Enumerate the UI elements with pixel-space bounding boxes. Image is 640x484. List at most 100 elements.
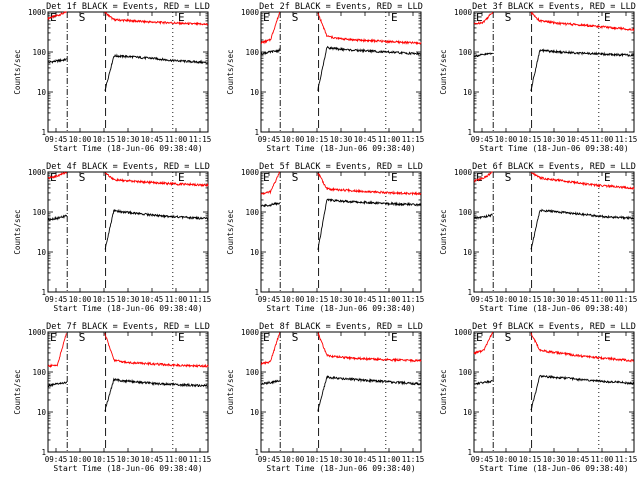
- event-marker-label: S: [79, 11, 86, 24]
- y-axis-label: Counts/sec: [226, 49, 235, 94]
- y-tick-label: 1: [254, 128, 259, 137]
- x-tick-label: 10:30: [543, 135, 566, 144]
- x-tick-label: 11:00: [591, 135, 614, 144]
- x-tick-label: 11:00: [591, 455, 614, 464]
- x-tick-label: 10:00: [495, 135, 518, 144]
- x-tick-label: 11:15: [189, 295, 212, 304]
- y-tick-label: 10: [463, 88, 473, 97]
- x-axis-label: Start Time (18-Jun-06 09:38:40): [479, 144, 628, 153]
- x-tick-label: 11:15: [615, 295, 638, 304]
- x-axis-label: Start Time (18-Jun-06 09:38:40): [266, 464, 415, 473]
- x-tick-label: 11:00: [378, 455, 401, 464]
- x-tick-label: 10:30: [117, 295, 140, 304]
- event-marker-label: S: [79, 331, 86, 344]
- y-axis-label: Counts/sec: [439, 369, 448, 414]
- x-tick-label: 10:00: [495, 295, 518, 304]
- event-marker-label: E: [391, 11, 398, 24]
- x-tick-label: 10:30: [543, 295, 566, 304]
- x-tick-label: 10:15: [306, 135, 329, 144]
- x-tick-label: 10:15: [519, 455, 542, 464]
- event-marker-label: E: [476, 11, 483, 24]
- panel-title: Det 7f BLACK = Events, RED = LLD: [46, 322, 210, 332]
- y-tick-label: 100: [245, 208, 259, 217]
- x-tick-label: 09:45: [258, 295, 281, 304]
- x-tick-label: 11:00: [165, 135, 188, 144]
- y-tick-label: 10: [37, 88, 47, 97]
- x-tick-label: 10:45: [141, 295, 164, 304]
- event-marker-label: E: [476, 331, 483, 344]
- x-tick-label: 10:30: [117, 455, 140, 464]
- y-tick-label: 1000: [454, 328, 473, 337]
- series-line-events: [473, 374, 635, 411]
- x-tick-label: 10:45: [141, 455, 164, 464]
- panel-8: Det 8f BLACK = Events, RED = LLD 1 10 100 10…: [226, 322, 424, 473]
- y-tick-label: 100: [458, 368, 472, 377]
- x-tick-label: 11:15: [402, 295, 425, 304]
- plot-frame: [473, 11, 635, 133]
- x-tick-label: 10:00: [282, 135, 305, 144]
- series-line-lld: [260, 171, 422, 196]
- series-line-events: [473, 48, 635, 92]
- panel-9: Det 9f BLACK = Events, RED = LLD 1 10 100 10…: [439, 322, 637, 473]
- y-tick-label: 1000: [454, 8, 473, 17]
- series-line-lld: [47, 11, 208, 26]
- series-line-lld: [47, 171, 209, 188]
- x-tick-label: 10:30: [330, 455, 353, 464]
- x-tick-label: 11:00: [591, 295, 614, 304]
- x-tick-label: 11:15: [189, 455, 212, 464]
- x-tick-label: 10:30: [117, 135, 140, 144]
- x-tick-label: 10:45: [141, 135, 164, 144]
- x-tick-label: 11:00: [378, 295, 401, 304]
- panel-3: Det 3f BLACK = Events, RED = LLD 1 10 100 10…: [439, 2, 637, 153]
- x-tick-label: 09:45: [258, 135, 281, 144]
- y-tick-label: 1000: [28, 168, 47, 177]
- y-tick-label: 1: [467, 128, 472, 137]
- x-tick-label: 10:15: [519, 295, 542, 304]
- plot-frame: [260, 11, 422, 133]
- x-tick-label: 10:45: [354, 135, 377, 144]
- y-tick-label: 1000: [241, 8, 260, 17]
- panel-2: Det 2f BLACK = Events, RED = LLD 1 10 100 10…: [226, 2, 424, 153]
- x-axis-label: Start Time (18-Jun-06 09:38:40): [479, 304, 628, 313]
- y-tick-label: 10: [463, 248, 473, 257]
- series-line-events: [47, 208, 209, 250]
- series-line-events: [260, 375, 422, 412]
- x-axis-label: Start Time (18-Jun-06 09:38:40): [53, 144, 202, 153]
- series-line-events: [260, 198, 422, 250]
- y-tick-label: 1000: [241, 168, 260, 177]
- x-tick-label: 10:15: [93, 135, 116, 144]
- y-tick-label: 100: [245, 368, 259, 377]
- x-tick-label: 10:45: [567, 455, 590, 464]
- series-line-lld: [260, 332, 422, 366]
- x-tick-label: 11:15: [615, 135, 638, 144]
- y-tick-label: 100: [458, 48, 472, 57]
- panel-title: Det 4f BLACK = Events, RED = LLD: [46, 162, 210, 172]
- event-marker-label: E: [263, 331, 270, 344]
- panel-5: Det 5f BLACK = Events, RED = LLD 1 10 100 10…: [226, 162, 424, 313]
- y-axis-label: Counts/sec: [13, 369, 22, 414]
- y-tick-label: 10: [250, 248, 260, 257]
- y-tick-label: 1000: [28, 328, 47, 337]
- panel-title: Det 8f BLACK = Events, RED = LLD: [259, 322, 423, 332]
- x-tick-label: 10:00: [69, 455, 92, 464]
- x-tick-label: 10:00: [495, 455, 518, 464]
- series-line-lld: [473, 331, 635, 363]
- panel-title: Det 1f BLACK = Events, RED = LLD: [46, 2, 210, 12]
- event-marker-label: S: [292, 331, 299, 344]
- panel-1: Det 1f BLACK = Events, RED = LLD 1 10 100 10…: [13, 2, 211, 153]
- x-tick-label: 10:15: [519, 135, 542, 144]
- y-tick-label: 1000: [241, 328, 260, 337]
- y-axis-label: Counts/sec: [439, 49, 448, 94]
- y-tick-label: 1000: [28, 8, 47, 17]
- series-line-lld: [473, 171, 635, 191]
- y-tick-label: 1: [41, 288, 46, 297]
- x-tick-label: 10:30: [543, 455, 566, 464]
- x-axis-label: Start Time (18-Jun-06 09:38:40): [266, 304, 415, 313]
- plot-frame: [260, 331, 422, 453]
- event-marker-label: E: [178, 11, 185, 24]
- series-line-events: [260, 45, 422, 91]
- x-tick-label: 10:30: [330, 135, 353, 144]
- event-marker-label: E: [50, 331, 57, 344]
